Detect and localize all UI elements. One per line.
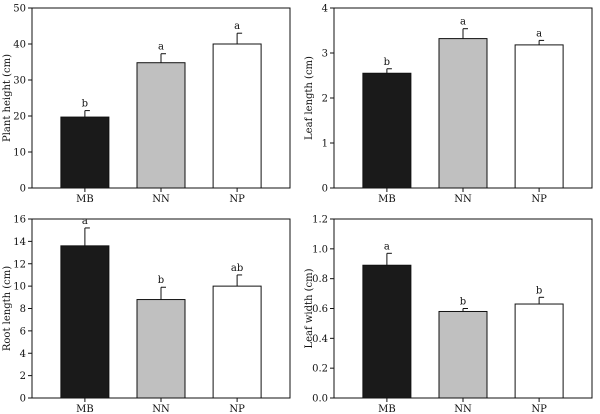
y-tick-label: 0.2 — [312, 364, 328, 375]
y-tick-label: 4 — [322, 4, 328, 15]
significance-label: b — [536, 285, 542, 296]
x-tick-label: NN — [454, 194, 472, 205]
x-tick-label: MB — [76, 404, 94, 414]
y-tick-label: 2 — [322, 94, 328, 105]
y-tick-label: 0.8 — [312, 274, 328, 285]
y-tick-label: 30 — [13, 76, 26, 87]
y-tick-label: 4 — [20, 349, 26, 360]
chart-panel-1: 0 10 20 30 40 50 Plant height (cm) b MB a NN a NP — [2, 4, 291, 205]
bar-MB — [362, 72, 412, 189]
significance-label: b — [460, 297, 466, 308]
bar-NP — [514, 44, 564, 189]
y-axis-label: Plant height (cm) — [2, 54, 13, 142]
y-tick-label: 0.4 — [312, 334, 328, 345]
y-axis-label: Root length (cm) — [2, 266, 13, 351]
x-tick-label: NP — [229, 404, 245, 414]
significance-label: a — [460, 17, 466, 28]
y-tick-label: 2 — [20, 371, 26, 382]
bar-NN — [438, 38, 488, 189]
x-tick-label: NN — [454, 404, 472, 414]
y-tick-label: 14 — [13, 237, 26, 248]
y-tick-label: 6 — [20, 326, 26, 337]
significance-label: a — [536, 28, 542, 39]
y-tick-label: 16 — [13, 215, 26, 226]
bar-NN — [136, 299, 186, 399]
chart-panel-2: 0 1 2 3 4 Leaf length (cm) b MB a NN a NP — [304, 4, 593, 205]
y-tick-label: 10 — [13, 148, 26, 159]
x-tick-label: NN — [152, 194, 170, 205]
x-tick-label: MB — [378, 404, 396, 414]
significance-label: a — [234, 21, 240, 32]
y-axis-label: Leaf length (cm) — [304, 56, 315, 140]
y-tick-label: 10 — [13, 282, 26, 293]
bar-NN — [136, 62, 186, 189]
y-axis-label: Leaf width (cm) — [304, 268, 315, 348]
y-tick-label: 40 — [13, 40, 26, 51]
y-tick-label: 1 — [322, 139, 328, 150]
y-tick-label: 0.6 — [312, 304, 328, 315]
bar-NP — [514, 303, 564, 399]
y-tick-label: 50 — [13, 4, 26, 15]
y-tick-label: 0 — [322, 184, 328, 195]
y-tick-label: 0 — [20, 394, 26, 405]
bar-MB — [362, 264, 412, 399]
y-tick-label: 0 — [20, 184, 26, 195]
significance-label: a — [384, 241, 390, 252]
x-tick-label: NP — [229, 194, 245, 205]
x-tick-label: MB — [76, 194, 94, 205]
significance-label: b — [384, 57, 390, 68]
bar-NN — [438, 310, 488, 399]
chart-panel-4: 0.0 0.2 0.4 0.6 0.8 1.0 1.2 Leaf width (cm) a MB b… — [304, 215, 593, 414]
significance-label: b — [82, 99, 88, 110]
y-tick-label: 0.0 — [312, 394, 328, 405]
x-tick-label: MB — [378, 194, 396, 205]
x-tick-label: NP — [531, 404, 547, 414]
y-tick-label: 20 — [13, 112, 26, 123]
bar-MB — [60, 116, 110, 189]
y-tick-label: 12 — [13, 259, 26, 270]
significance-label: b — [158, 275, 164, 286]
bar-MB — [60, 245, 110, 399]
significance-label: a — [158, 42, 164, 53]
bar-NP — [212, 285, 262, 399]
significance-label: ab — [231, 263, 243, 274]
x-tick-label: NP — [531, 194, 547, 205]
y-tick-label: 1.2 — [312, 215, 328, 226]
x-tick-label: NN — [152, 404, 170, 414]
significance-label: a — [82, 216, 88, 227]
y-tick-label: 1.0 — [312, 244, 328, 255]
y-tick-label: 8 — [20, 304, 26, 315]
chart-panel-3: 0 2 4 6 8 10 12 14 16 Root length (cm) a MB b NN ab NP — [2, 215, 291, 414]
y-tick-label: 3 — [322, 49, 328, 60]
bar-NP — [212, 43, 262, 189]
